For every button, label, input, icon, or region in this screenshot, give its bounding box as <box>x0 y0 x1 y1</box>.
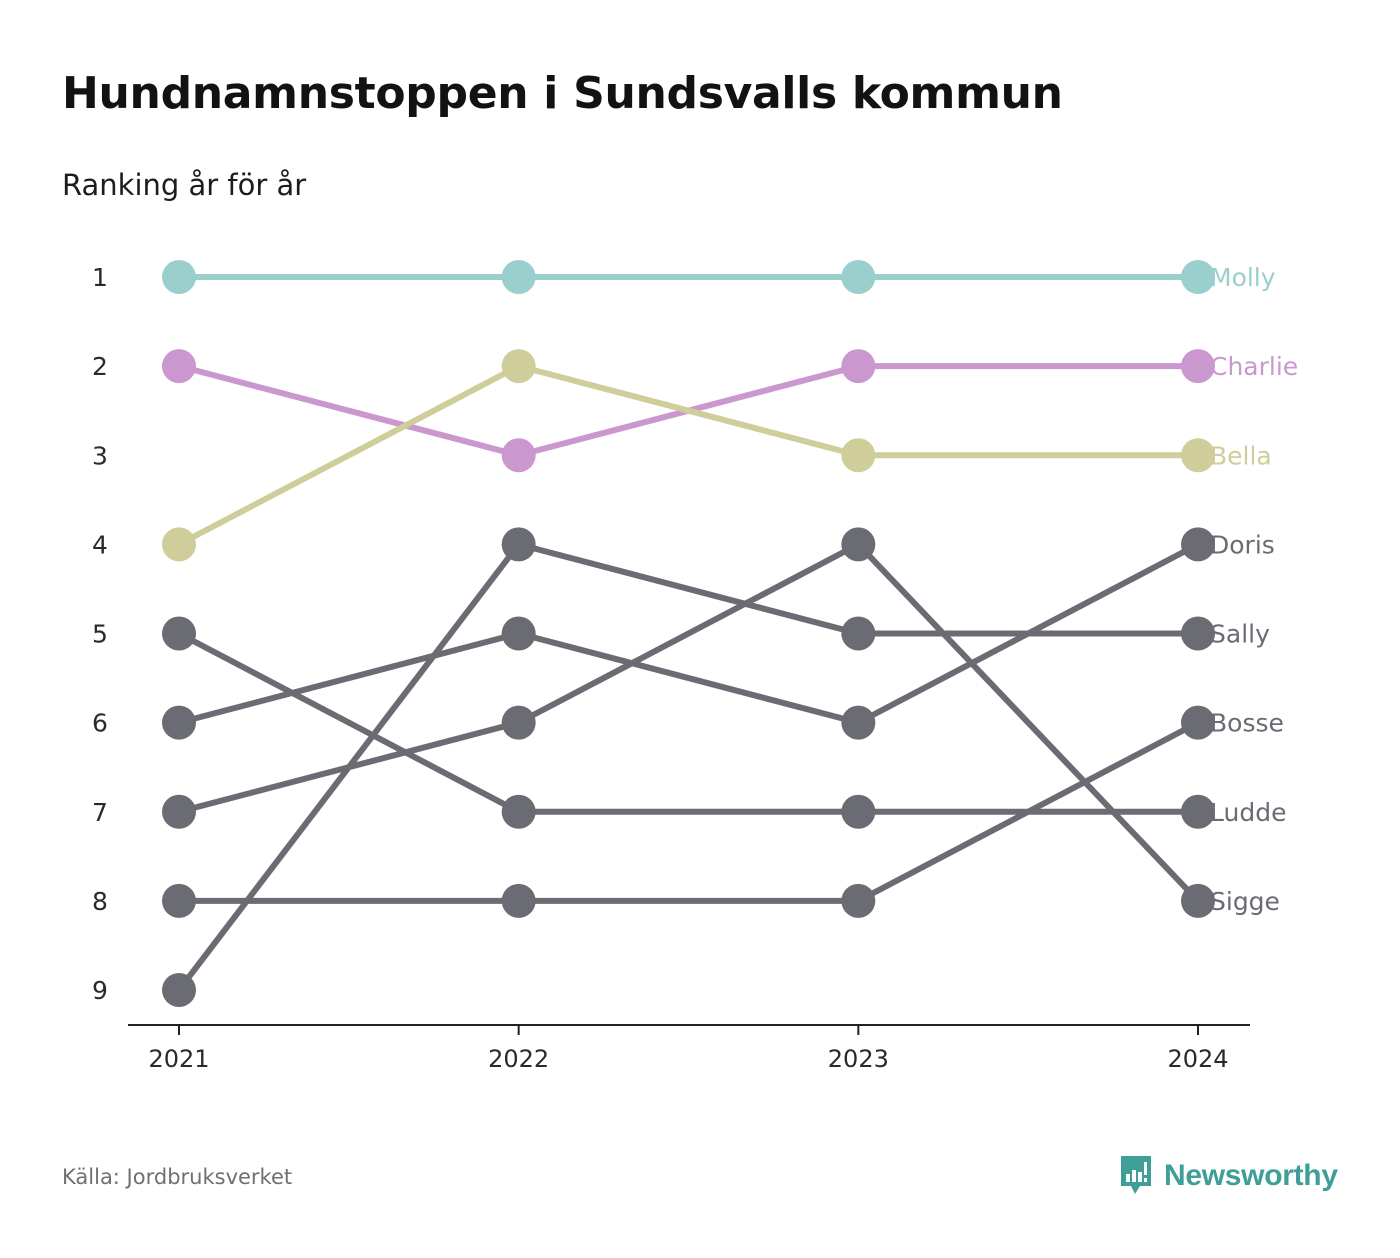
series-sigge: Sigge <box>162 527 1280 918</box>
series-ludde: Ludde <box>162 616 1286 829</box>
series-molly: Molly <box>162 260 1276 294</box>
data-point-sigge-2023[interactable] <box>841 527 876 562</box>
x-tick-label-2021: 2021 <box>148 1045 209 1073</box>
series-bella: Bella <box>162 349 1272 562</box>
brand-name: Newsworthy <box>1164 1159 1338 1192</box>
newsworthy-logo-icon <box>1121 1156 1151 1194</box>
data-point-ludde-2024[interactable] <box>1181 794 1215 829</box>
series-layer: Doris Sally Bosse Ludde Sigge Molly Charlie Bel… <box>162 260 1298 1007</box>
data-point-doris-2024[interactable] <box>1181 527 1215 562</box>
x-tick-label-2022: 2022 <box>488 1045 549 1073</box>
data-point-bosse-2022[interactable] <box>501 883 536 918</box>
series-label-bosse: Bosse <box>1210 709 1284 738</box>
y-tick-label-1: 1 <box>92 263 108 292</box>
series-label-ludde: Ludde <box>1210 798 1286 827</box>
series-line-bella <box>176 363 1201 548</box>
data-point-molly-2021[interactable] <box>162 260 196 294</box>
y-tick-label-6: 6 <box>92 709 108 738</box>
y-tick-label-8: 8 <box>92 887 108 916</box>
brand-logo[interactable]: Newsworthy <box>1118 1154 1338 1198</box>
series-label-doris: Doris <box>1210 530 1275 559</box>
y-tick-label-4: 4 <box>92 530 108 559</box>
data-point-charlie-2024[interactable] <box>1181 349 1215 384</box>
data-point-sigge-2022[interactable] <box>501 705 536 740</box>
data-point-molly-2024[interactable] <box>1181 260 1215 294</box>
chart-title: Hundnamnstoppen i Sundsvalls kommun <box>62 68 1063 119</box>
data-point-bosse-2024[interactable] <box>1181 705 1215 740</box>
y-tick-label-5: 5 <box>92 620 108 649</box>
data-point-sally-2022[interactable] <box>501 527 536 562</box>
series-label-sigge: Sigge <box>1210 887 1280 916</box>
data-point-bosse-2021[interactable] <box>162 883 196 918</box>
y-tick-label-9: 9 <box>92 976 108 1005</box>
y-tick-label-2: 2 <box>92 352 108 381</box>
x-tick-label-2023: 2023 <box>828 1045 889 1073</box>
data-point-ludde-2023[interactable] <box>841 794 876 829</box>
y-tick-label-3: 3 <box>92 441 108 470</box>
data-point-bella-2024[interactable] <box>1181 438 1215 473</box>
data-point-charlie-2022[interactable] <box>501 438 536 473</box>
data-point-sally-2024[interactable] <box>1181 616 1215 651</box>
source-note: Källa: Jordbruksverket <box>62 1165 293 1189</box>
series-label-molly: Molly <box>1210 263 1276 292</box>
data-point-ludde-2022[interactable] <box>501 794 536 829</box>
data-point-doris-2022[interactable] <box>501 616 536 651</box>
series-label-charlie: Charlie <box>1210 352 1298 381</box>
series-line-ludde <box>176 630 1201 815</box>
data-point-bella-2021[interactable] <box>162 527 196 562</box>
series-label-sally: Sally <box>1210 620 1270 649</box>
series-label-bella: Bella <box>1210 441 1272 470</box>
data-point-doris-2021[interactable] <box>162 705 196 740</box>
data-point-charlie-2023[interactable] <box>841 349 876 384</box>
data-point-sigge-2021[interactable] <box>162 794 196 829</box>
data-point-molly-2023[interactable] <box>841 260 876 294</box>
series-line-sally <box>176 541 1201 993</box>
series-line-sigge <box>176 541 1201 904</box>
series-bosse: Bosse <box>162 705 1284 918</box>
y-tick-label-7: 7 <box>92 798 108 827</box>
bump-chart: Doris Sally Bosse Ludde Sigge Molly Charlie Bel… <box>92 260 1298 1073</box>
data-point-ludde-2021[interactable] <box>162 616 196 651</box>
data-point-charlie-2021[interactable] <box>162 349 196 384</box>
x-tick-label-2024: 2024 <box>1167 1045 1228 1073</box>
data-point-molly-2022[interactable] <box>501 260 536 294</box>
series-sally: Sally <box>162 527 1270 1007</box>
data-point-sigge-2024[interactable] <box>1181 883 1215 918</box>
data-point-sally-2023[interactable] <box>841 616 876 651</box>
data-point-doris-2023[interactable] <box>841 705 876 740</box>
chart-subtitle: Ranking år för år <box>62 168 307 202</box>
data-point-bosse-2023[interactable] <box>841 883 876 918</box>
axis-layer: 2021 2022 2023 2024 1 2 3 4 5 6 7 8 9 <box>92 263 1250 1073</box>
data-point-bella-2022[interactable] <box>501 349 536 384</box>
data-point-bella-2023[interactable] <box>841 438 876 473</box>
data-point-sally-2021[interactable] <box>162 973 196 1007</box>
